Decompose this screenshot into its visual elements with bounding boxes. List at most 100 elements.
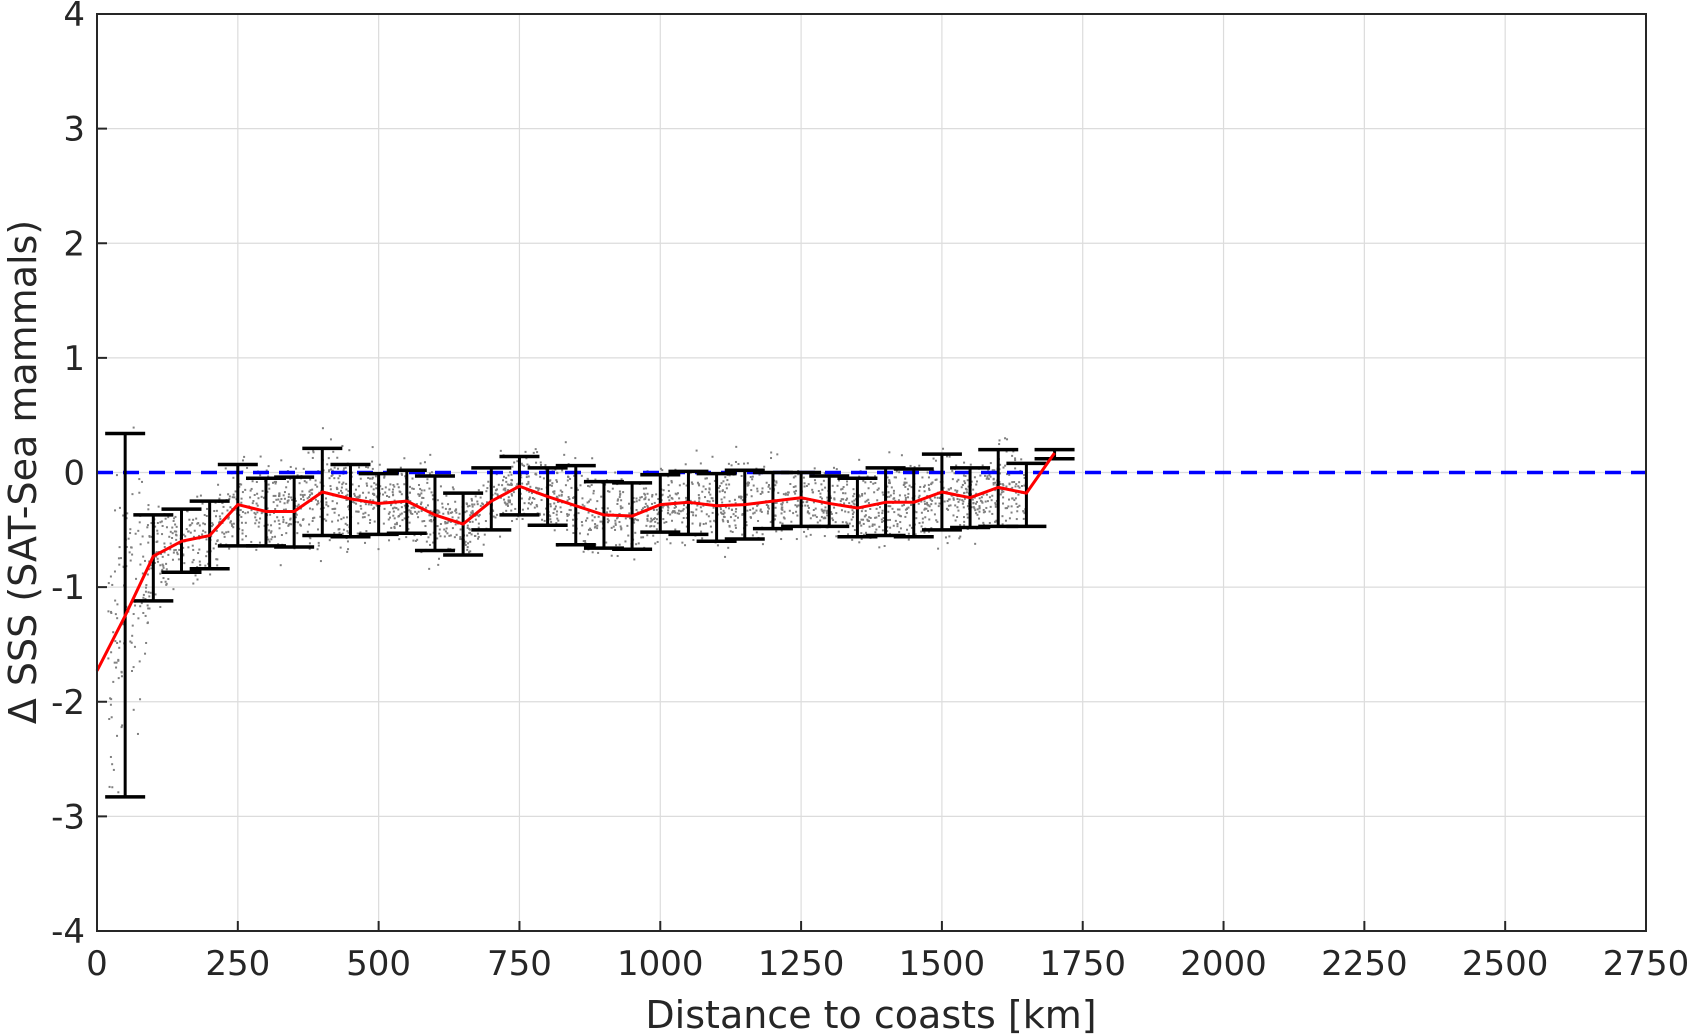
scatter-point [111,583,114,586]
scatter-point [914,533,917,536]
scatter-point [273,480,276,483]
scatter-point [400,512,403,515]
scatter-point [373,520,376,523]
scatter-point [985,477,988,480]
scatter-point [191,561,194,564]
scatter-point [1016,505,1019,508]
scatter-point [345,488,348,491]
scatter-point [364,496,367,499]
scatter-point [989,475,992,478]
scatter-point [224,467,227,470]
scatter-point [1020,485,1023,488]
scatter-point [886,530,889,533]
scatter-point [280,534,283,537]
scatter-point [921,521,924,524]
scatter-point [835,468,838,471]
scatter-point [814,482,817,485]
scatter-point [317,502,320,505]
scatter-point [364,503,367,506]
scatter-point [173,530,176,533]
scatter-point [502,511,505,514]
scatter-point [420,501,423,504]
scatter-point [956,489,959,492]
scatter-point [112,680,115,683]
scatter-point [682,482,685,485]
scatter-point [286,480,289,483]
scatter-point [963,524,966,527]
scatter-point [211,522,214,525]
scatter-point [347,490,350,493]
scatter-point [988,474,991,477]
scatter-point [670,481,673,484]
scatter-point [860,524,863,527]
scatter-point [826,499,829,502]
scatter-point [694,514,697,517]
scatter-point [750,489,753,492]
scatter-point [455,533,458,536]
scatter-point [216,564,219,567]
scatter-point [1008,517,1011,520]
scatter-point [682,516,685,519]
scatter-point [400,506,403,509]
scatter-point [988,521,991,524]
scatter-point [970,480,973,483]
scatter-point [794,485,797,488]
x-tick-label: 500 [346,944,411,984]
scatter-point [411,512,414,515]
scatter-point [846,497,849,500]
scatter-point [141,535,144,538]
scatter-point [920,530,923,533]
scatter-point [371,476,374,479]
scatter-point [873,491,876,494]
scatter-point [300,497,303,500]
scatter-point [566,479,569,482]
scatter-point [734,524,737,527]
scatter-point [1015,491,1018,494]
scatter-point [426,478,429,481]
scatter-point [138,478,141,481]
scatter-point [886,485,889,488]
scatter-point [711,497,714,500]
scatter-point [923,531,926,534]
scatter-point [326,463,329,466]
scatter-point [815,516,818,519]
scatter-point [903,503,906,506]
scatter-point [570,486,573,489]
scatter-point [930,482,933,485]
scatter-point [701,537,704,540]
scatter-point [299,524,302,527]
scatter-point [338,481,341,484]
scatter-point [147,504,150,507]
scatter-point [978,506,981,509]
scatter-point [369,477,372,480]
scatter-point [685,484,688,487]
scatter-point [888,518,891,521]
scatter-point [325,503,328,506]
scatter-point [337,491,340,494]
scatter-point [523,502,526,505]
scatter-point [266,507,269,510]
scatter-point [845,521,848,524]
scatter-point [880,518,883,521]
scatter-point [283,502,286,505]
scatter-point [471,520,474,523]
scatter-point [466,505,469,508]
scatter-point [392,488,395,491]
scatter-point [720,482,723,485]
scatter-point [441,502,444,505]
scatter-point [302,467,305,470]
scatter-point [507,496,510,499]
scatter-point [774,501,777,504]
scatter-point [984,500,987,503]
scatter-point [438,511,441,514]
scatter-point [275,498,278,501]
scatter-point [120,675,123,678]
scatter-point [869,507,872,510]
scatter-point [936,496,939,499]
scatter-point [394,523,397,526]
scatter-point [576,488,579,491]
scatter-point [962,500,965,503]
scatter-point [222,505,225,508]
scatter-point [159,572,162,575]
scatter-point [527,482,530,485]
